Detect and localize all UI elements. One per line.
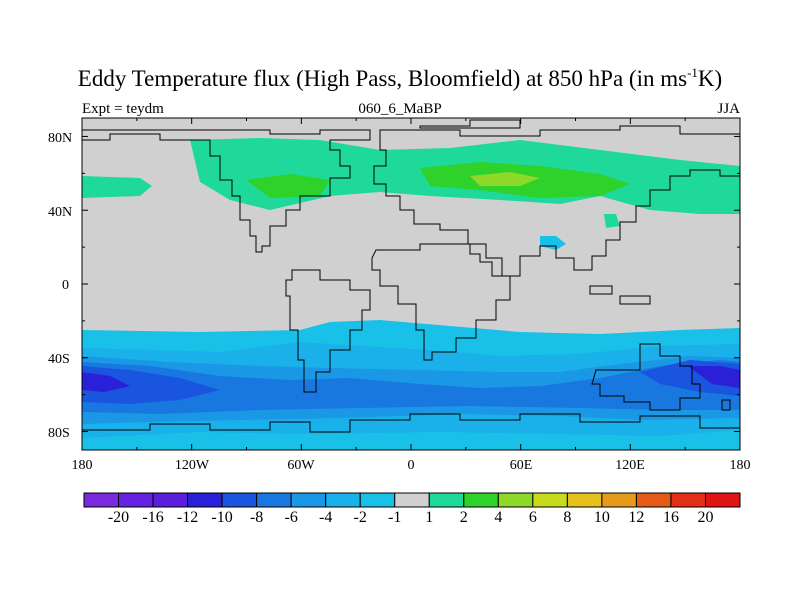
colorbar-label: -2 (353, 509, 367, 526)
coast-australia (591, 343, 701, 411)
lon-label-60w: 60W (287, 458, 315, 473)
coastlines (82, 119, 740, 433)
colorbar-label: 20 (697, 509, 714, 526)
colorbar-swatch (704, 492, 741, 508)
colorbar-swatch (635, 492, 672, 508)
case-label: 060_6_MaBP (358, 101, 442, 117)
colorbar-label: 4 (494, 509, 503, 526)
axis-ticks (81, 118, 741, 450)
colorbar-label: 6 (528, 509, 537, 526)
colorbar-swatch (566, 492, 603, 508)
colorbar-label: -16 (142, 509, 164, 526)
lon-label-60e: 60E (509, 458, 533, 473)
lon-label-120e: 120E (615, 458, 645, 473)
season-label: JJA (717, 101, 740, 117)
coast-antarctica (82, 413, 740, 433)
colorbar-label: -12 (176, 509, 199, 526)
colorbar-swatch (497, 492, 534, 508)
colorbar-label: -10 (211, 509, 233, 526)
colorbar-swatch (532, 492, 568, 508)
lon-label-180w: 180 (71, 458, 93, 473)
colorbar-label: 10 (593, 509, 610, 526)
colorbar-label: -1 (388, 509, 402, 526)
colorbar-label: 2 (459, 509, 468, 526)
colorbar-label: 16 (662, 509, 679, 526)
colorbar-label: 12 (628, 509, 645, 526)
contour-neg-8 (688, 366, 740, 388)
colorbar-swatch (152, 492, 189, 508)
colorbar (83, 492, 741, 508)
colorbar-swatch (601, 492, 637, 508)
colorbar-label: -8 (249, 509, 264, 526)
contour-pos-6 (604, 214, 620, 228)
plot-title-unit: K) (697, 66, 723, 91)
colorbar-swatch (394, 492, 430, 508)
coast-indonesia (589, 285, 651, 305)
coast-africa (371, 243, 511, 361)
colorbar-swatch (325, 492, 361, 508)
colorbar-swatch (83, 492, 120, 508)
lat-label-80s: 80S (48, 426, 70, 441)
coast-eurasia (373, 125, 740, 277)
colorbar-swatch (256, 492, 292, 508)
lat-label-40s: 40S (48, 352, 70, 367)
coast-north-america (82, 129, 371, 253)
contour-pos-3 (246, 174, 330, 198)
contour-neg-7 (82, 372, 130, 392)
coast-new-zealand (721, 399, 731, 411)
coast-south-america (285, 269, 371, 393)
colorbar-swatch (290, 492, 327, 508)
plot-title-exponent: -1 (687, 65, 698, 80)
colorbar-swatch (670, 492, 706, 508)
colorbar-label: 8 (563, 509, 572, 526)
lat-label-80n: 80N (48, 131, 73, 146)
colorbar-label: -20 (107, 509, 130, 526)
coast-greenland (419, 119, 521, 129)
colorbar-swatch (428, 492, 465, 508)
colorbar-label: -4 (319, 509, 333, 526)
contour-pos-1 (82, 176, 152, 198)
lon-label-120w: 120W (174, 458, 210, 473)
colorbar-swatch (118, 492, 154, 508)
lon-label-180e: 180 (729, 458, 751, 473)
lon-label-0: 0 (407, 458, 415, 473)
colorbar-label: -6 (284, 509, 298, 526)
plot-title: Eddy Temperature flux (High Pass, Bloomf… (0, 66, 800, 92)
colorbar-swatch (359, 492, 396, 508)
plot-title-text: Eddy Temperature flux (High Pass, Bloomf… (77, 66, 688, 91)
lat-label-0: 0 (62, 278, 69, 293)
colorbar-swatch (463, 492, 499, 508)
lat-label-40n: 40N (48, 205, 73, 220)
experiment-label: Expt = teydm (82, 101, 164, 117)
colorbar-label: 1 (425, 509, 434, 526)
contour-neg-5 (82, 366, 220, 404)
contour-pos-5 (470, 172, 540, 186)
contour-neg-4 (82, 360, 740, 414)
colorbar-swatch (221, 492, 258, 508)
colorbar-swatch (187, 492, 223, 508)
